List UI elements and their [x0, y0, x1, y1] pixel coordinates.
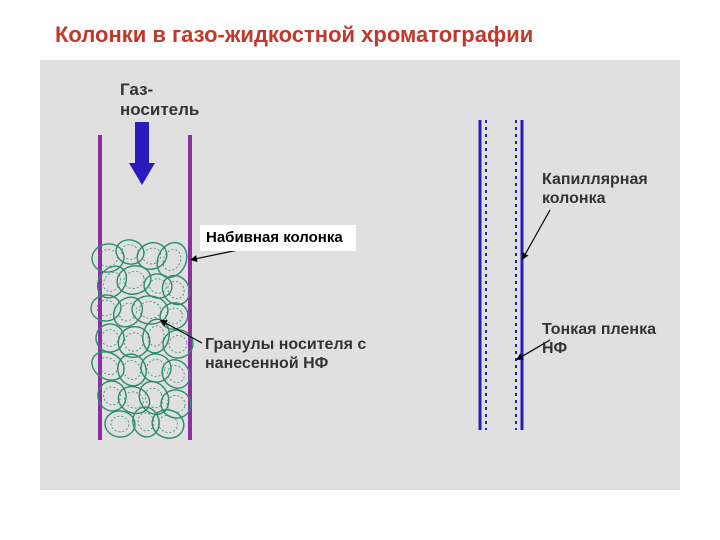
- diagram-svg: [0, 0, 720, 540]
- label-packed-column: Набивная колонка: [200, 225, 356, 251]
- label-capillary: Капиллярная колонка: [542, 170, 648, 208]
- label-granules: Гранулы носителя с нанесенной НФ: [205, 335, 366, 373]
- label-thin-film: Тонкая пленка НФ: [542, 320, 656, 358]
- diagram-stage: Колонки в газо-жидкостной хроматографии …: [0, 0, 720, 540]
- label-carrier-gas: Газ- носитель: [120, 80, 199, 121]
